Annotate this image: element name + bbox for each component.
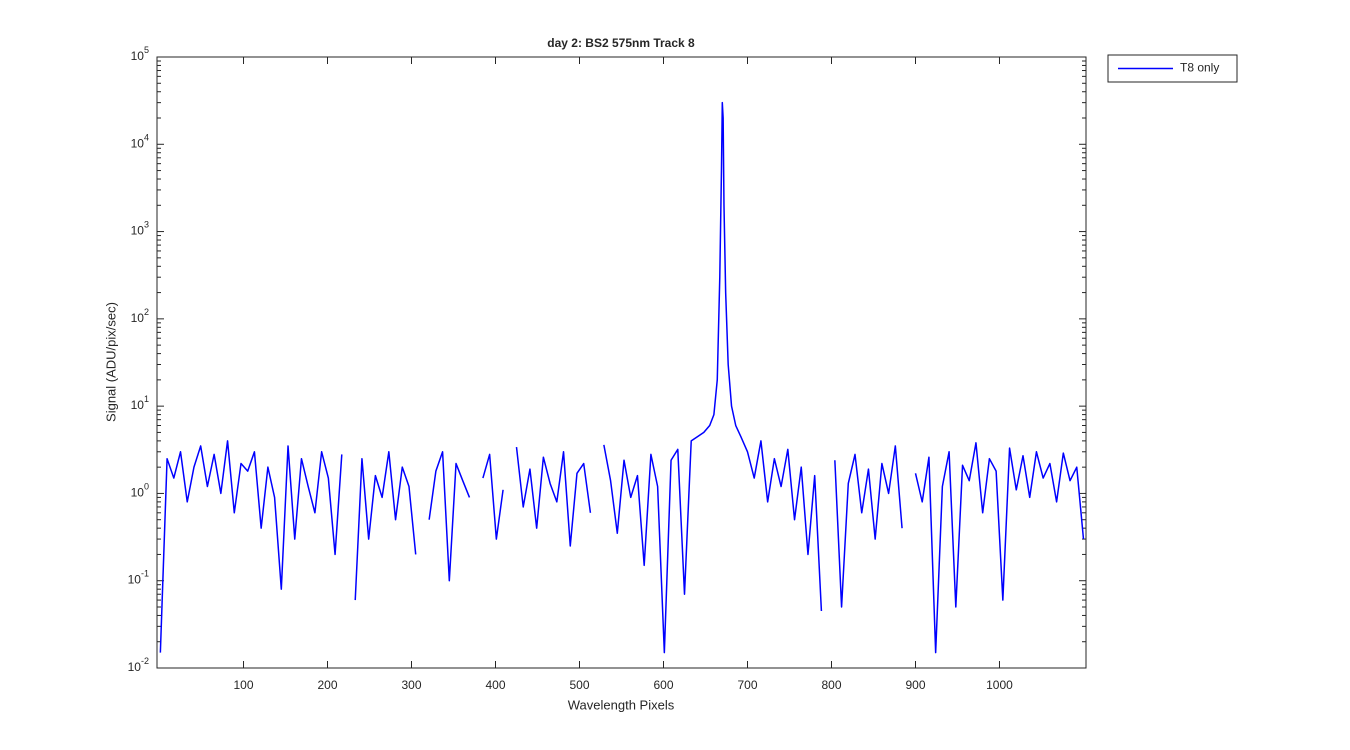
data-line	[159, 440, 343, 653]
y-tick-base: 10	[128, 573, 142, 587]
y-tick-base: 10	[131, 136, 145, 150]
x-tick-label: 1000	[986, 678, 1013, 692]
legend-label: T8 only	[1180, 61, 1219, 75]
data-line	[428, 451, 471, 582]
y-axis-label: Signal (ADU/pix/sec)	[103, 302, 118, 422]
data-line	[603, 101, 823, 654]
x-tick-label: 700	[737, 678, 757, 692]
y-tick-label: 105	[131, 45, 149, 63]
data-line	[482, 453, 504, 540]
y-tick-base: 10	[131, 311, 145, 325]
x-tick-label: 400	[485, 678, 505, 692]
x-tick-label: 600	[653, 678, 673, 692]
x-tick-label: 200	[317, 678, 337, 692]
y-tick-label: 104	[131, 133, 149, 151]
x-tick-label: 800	[821, 678, 841, 692]
y-tick-exponent: 1	[144, 395, 149, 405]
plot-frame	[156, 56, 1087, 669]
y-tick-label: 10-1	[128, 569, 149, 587]
y-tick-exponent: 4	[144, 133, 149, 143]
y-tick-label: 10-2	[128, 656, 149, 674]
x-tick-label: 300	[401, 678, 421, 692]
data-line	[515, 446, 592, 547]
y-tick-exponent: -2	[141, 656, 149, 666]
y-tick-exponent: 3	[144, 220, 149, 230]
y-tick-label: 102	[131, 307, 149, 325]
chart-title: day 2: BS2 575nm Track 8	[547, 36, 695, 50]
y-tick-base: 10	[128, 660, 142, 674]
y-tick-base: 10	[131, 49, 145, 63]
y-tick-exponent: 5	[144, 45, 149, 55]
y-tick-label: 103	[131, 220, 149, 238]
x-tick-label: 100	[234, 678, 254, 692]
x-axis-label: Wavelength Pixels	[568, 697, 675, 712]
y-tick-base: 10	[131, 224, 145, 238]
y-tick-base: 10	[131, 486, 145, 500]
y-tick-label: 101	[131, 395, 149, 413]
y-tick-exponent: 0	[144, 482, 149, 492]
y-tick-label: 100	[131, 482, 149, 500]
x-tick-label: 500	[569, 678, 589, 692]
y-tick-exponent: 2	[144, 307, 149, 317]
data-line	[834, 445, 903, 608]
y-tick-exponent: -1	[141, 569, 149, 579]
data-line	[354, 451, 417, 601]
y-tick-base: 10	[131, 398, 145, 412]
data-line	[914, 442, 1085, 654]
x-tick-label: 900	[905, 678, 925, 692]
